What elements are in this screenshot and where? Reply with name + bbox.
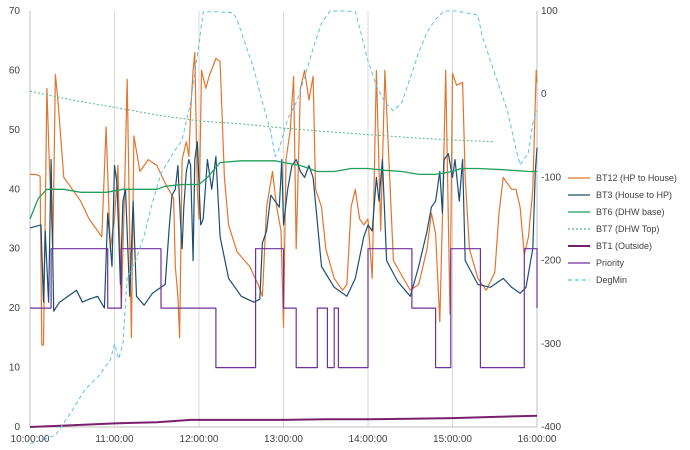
x-tick-label: 11:00:00 bbox=[95, 434, 134, 445]
x-tick-label: 15:00:00 bbox=[433, 434, 472, 445]
legend-label: DegMin bbox=[596, 275, 627, 285]
series-line-bt7-dhw-top bbox=[29, 90, 495, 143]
tick-labels: 0 10 20 30 40 50 60 70 -400 -300 -200 -100 0 100 10:00… bbox=[9, 6, 562, 445]
x-tick-label: 13:00:00 bbox=[264, 434, 303, 445]
legend: BT12 (HP to House) BT3 (House to HP) BT6 (… bbox=[568, 173, 677, 285]
y-tick-label: 30 bbox=[9, 244, 21, 255]
y-tick-label: 50 bbox=[9, 125, 21, 136]
series-line-bt1-outside bbox=[29, 414, 538, 428]
y2-tick-label: 100 bbox=[541, 6, 558, 17]
series-line-priority bbox=[30, 248, 538, 369]
y2-tick-label: -100 bbox=[541, 172, 561, 183]
y-tick-label: 60 bbox=[9, 65, 21, 76]
y-tick-label: 0 bbox=[14, 422, 20, 433]
y-tick-label: 70 bbox=[9, 6, 21, 17]
y-tick-label: 10 bbox=[9, 363, 21, 374]
x-tick-label: 10:00:00 bbox=[11, 434, 50, 445]
legend-label: BT12 (HP to House) bbox=[596, 173, 677, 183]
legend-label: BT7 (DHW Top) bbox=[596, 224, 659, 234]
legend-label: BT3 (House to HP) bbox=[596, 190, 672, 200]
x-tick-label: 12:00:00 bbox=[180, 434, 219, 445]
legend-label: Priority bbox=[596, 258, 625, 268]
y2-tick-label: -300 bbox=[541, 339, 561, 350]
series-line-bt12-hp-to-house bbox=[30, 52, 538, 346]
y2-tick-label: 0 bbox=[541, 89, 547, 100]
legend-label: BT6 (DHW base) bbox=[596, 207, 665, 217]
series-line-degmin bbox=[29, 10, 538, 445]
y-tick-label: 40 bbox=[9, 184, 21, 195]
legend-label: BT1 (Outside) bbox=[596, 241, 652, 251]
series-lines bbox=[29, 10, 538, 445]
x-tick-label: 14:00:00 bbox=[349, 434, 388, 445]
series-line-bt6-dhw-base bbox=[29, 160, 537, 220]
y2-tick-label: -400 bbox=[541, 422, 561, 433]
series-line-bt3-house-to-hp bbox=[29, 141, 538, 312]
y-tick-label: 20 bbox=[9, 303, 21, 314]
y2-tick-label: -200 bbox=[541, 256, 561, 267]
x-tick-label: 16:00:00 bbox=[518, 434, 557, 445]
